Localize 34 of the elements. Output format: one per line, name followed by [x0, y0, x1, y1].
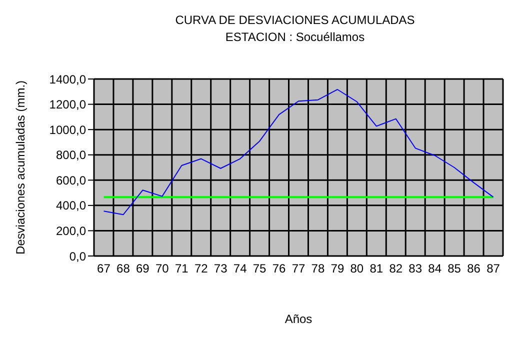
x-tick-label: 78 — [311, 262, 325, 276]
x-tick-label: 73 — [214, 262, 228, 276]
y-tick-label: 200,0 — [56, 224, 86, 238]
y-tick-label: 1200,0 — [49, 98, 86, 112]
x-tick-label: 81 — [370, 262, 384, 276]
x-tick-label: 77 — [292, 262, 306, 276]
x-tick-label: 68 — [116, 262, 130, 276]
x-tick-label: 85 — [448, 262, 462, 276]
x-tick-label: 70 — [155, 262, 170, 276]
y-tick-label: 400,0 — [56, 198, 86, 213]
y-tick-label: 0,0 — [69, 249, 86, 264]
y-tick-label: 800,0 — [56, 148, 86, 162]
x-tick-label: 79 — [330, 262, 344, 276]
x-tick-label: 69 — [136, 262, 150, 276]
chart-subtitle: ESTACION : Socuéllamos — [224, 29, 366, 46]
x-tick-label: 82 — [389, 262, 403, 276]
x-axis-title: Años — [284, 312, 312, 326]
x-tick-label: 75 — [252, 262, 267, 276]
x-tick-label: 80 — [350, 262, 364, 276]
y-tick-label: 600,0 — [56, 173, 86, 188]
chart-title: CURVA DE DESVIACIONES ACUMULADAS — [174, 12, 416, 29]
x-tick-label: 67 — [97, 262, 111, 276]
x-tick-label: 84 — [428, 262, 442, 276]
line-series — [103, 88, 494, 216]
x-tick-label: 83 — [408, 262, 422, 276]
y-axis-title: Desviaciones acumuladas (mm.) — [13, 80, 28, 255]
y-tick-label: 1000,0 — [49, 122, 86, 137]
x-tick-label: 71 — [174, 262, 189, 276]
x-tick-label: 87 — [486, 262, 500, 276]
x-tick-label: 76 — [272, 262, 286, 276]
y-tick-label: 1400,0 — [49, 72, 86, 86]
x-tick-label: 74 — [233, 262, 248, 276]
x-tick-label: 72 — [194, 262, 208, 276]
x-tick-label: 86 — [467, 262, 481, 276]
